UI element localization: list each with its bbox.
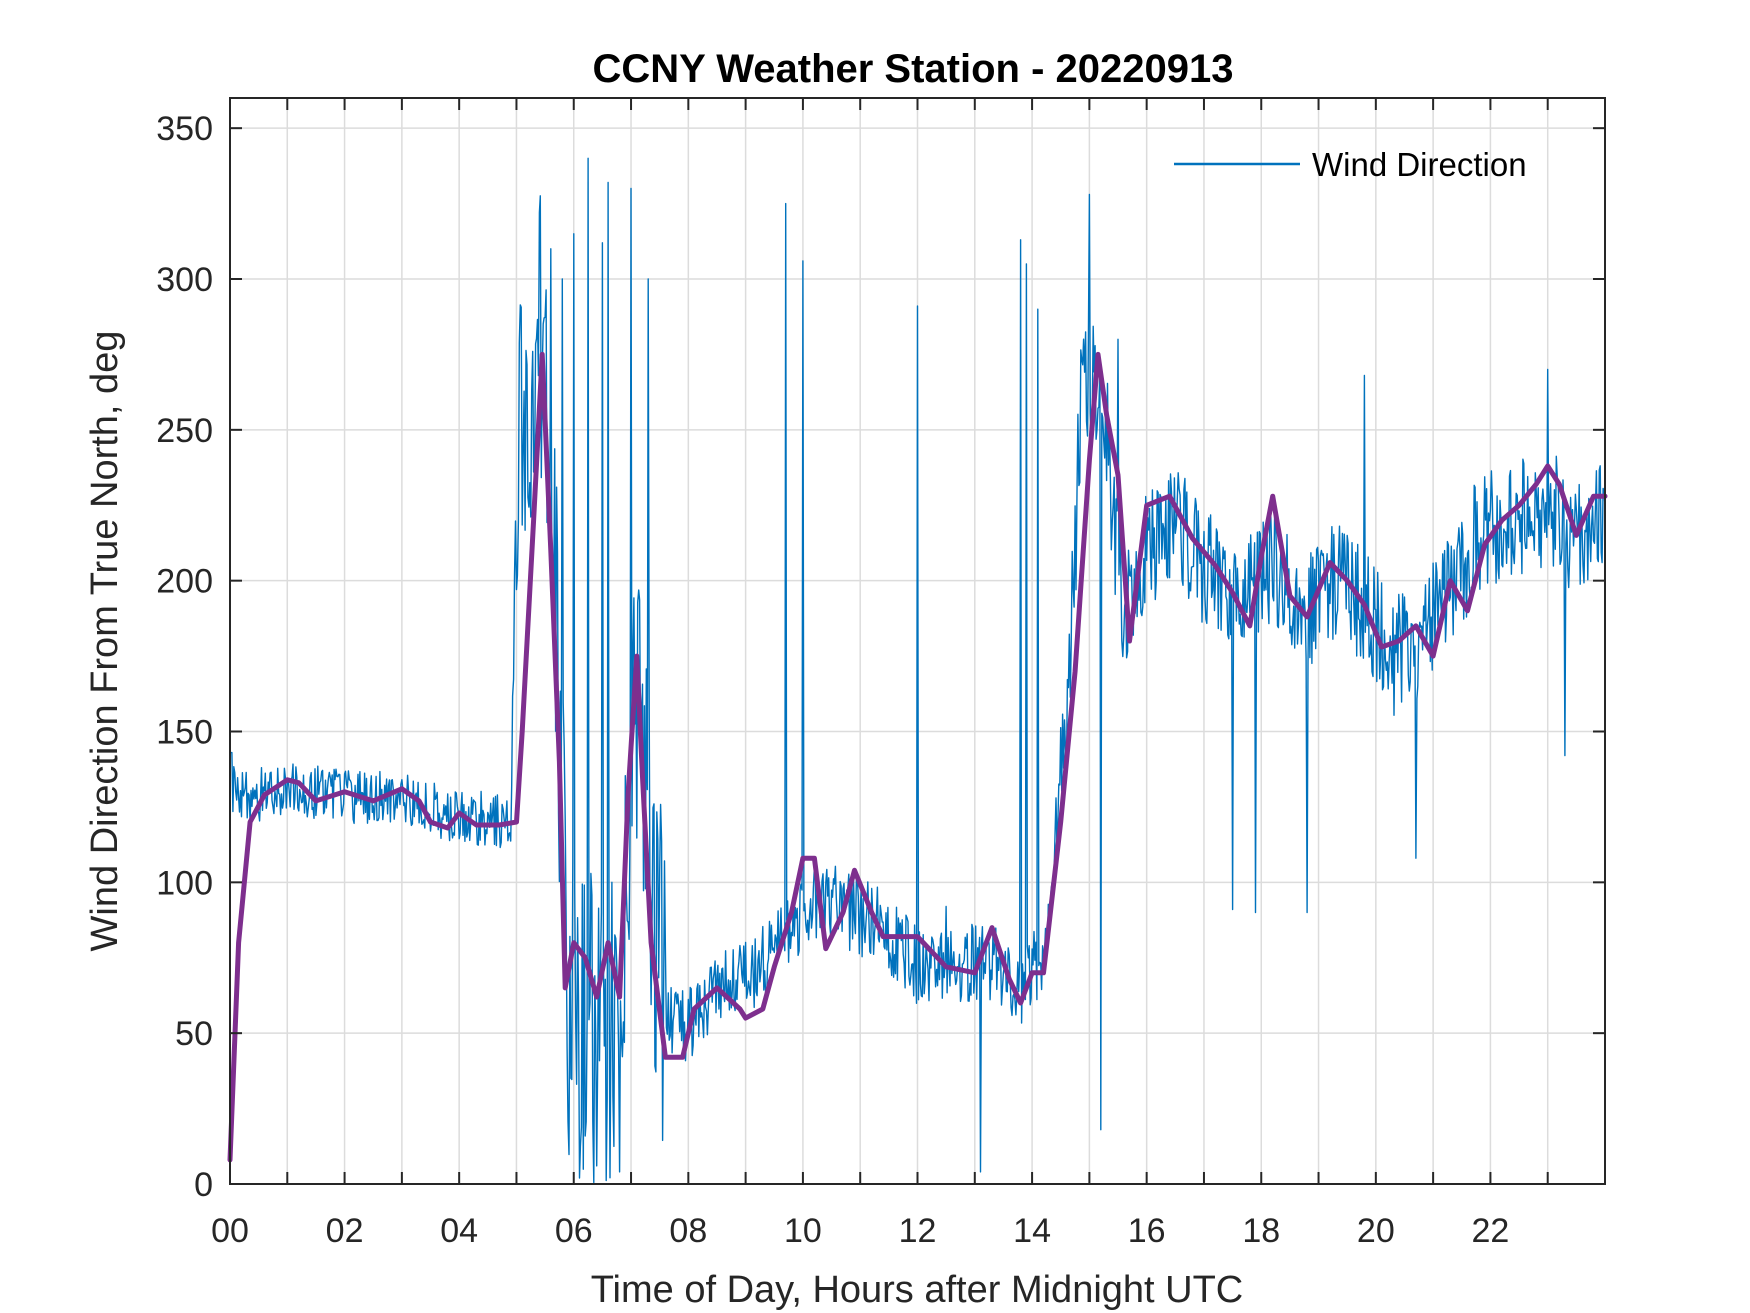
- series-line-moving-average: [227, 351, 1608, 1163]
- ticks: [229, 98, 1606, 1185]
- series-group: [227, 157, 1608, 1184]
- y-tick-label: 50: [175, 1015, 213, 1053]
- x-tick-label: 10: [784, 1212, 822, 1250]
- y-tick-label: 350: [156, 110, 213, 148]
- series-line-wind-direction: [230, 157, 1606, 1184]
- x-tick-label: 00: [211, 1212, 249, 1250]
- y-tick-label: 300: [156, 261, 213, 299]
- x-tick-label: 22: [1472, 1212, 1510, 1250]
- x-tick-label: 02: [326, 1212, 364, 1250]
- x-tick-label: 18: [1242, 1212, 1280, 1250]
- y-tick-label: 200: [156, 563, 213, 601]
- chart-title: CCNY Weather Station - 20220913: [593, 47, 1234, 91]
- y-tick-label: 250: [156, 412, 213, 450]
- x-tick-label: 06: [555, 1212, 593, 1250]
- x-tick-label: 08: [669, 1212, 707, 1250]
- legend: Wind Direction: [1174, 146, 1527, 183]
- y-tick-labels: 0 50 100 150 200 250 300 350: [156, 110, 213, 1204]
- y-tick-label: 0: [194, 1166, 213, 1204]
- x-tick-label: 04: [440, 1212, 478, 1250]
- x-tick-label: 16: [1128, 1212, 1166, 1250]
- y-tick-label: 150: [156, 714, 213, 752]
- y-tick-label: 100: [156, 864, 213, 902]
- y-axis-label: Wind Direction From True North, deg: [84, 331, 126, 952]
- plot-area: [227, 97, 1608, 1185]
- x-tick-label: 14: [1013, 1212, 1051, 1250]
- x-tick-labels: 00 02 04 06 08 10 12 14 16 18 20 22: [211, 1212, 1509, 1250]
- x-tick-label: 12: [899, 1212, 937, 1250]
- legend-entry-wind-direction: Wind Direction: [1312, 146, 1527, 183]
- x-axis-label: Time of Day, Hours after Midnight UTC: [591, 1269, 1244, 1311]
- x-tick-label: 20: [1357, 1212, 1395, 1250]
